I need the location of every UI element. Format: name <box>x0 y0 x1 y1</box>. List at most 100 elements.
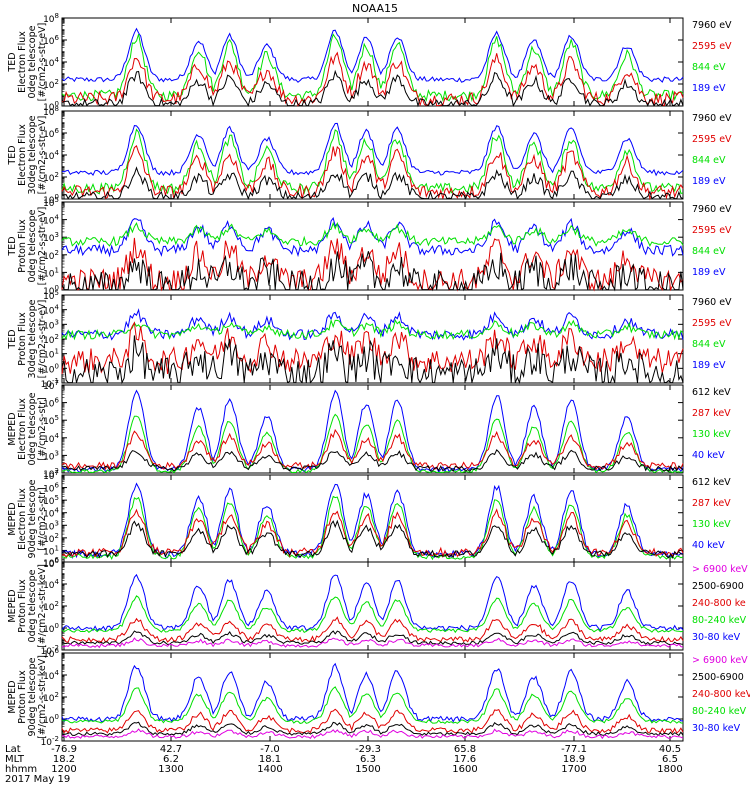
legend-entry: 7960 eV <box>692 113 732 124</box>
y-tick-label: 101 <box>43 544 59 557</box>
y-tick-label: 102 <box>43 333 59 346</box>
y-tick-label: 100 <box>43 100 59 113</box>
series-line-3 <box>61 122 684 177</box>
x-tick-label-mlt: 6.3 <box>360 754 376 765</box>
x-tick-label-lat: 65.8 <box>454 744 476 755</box>
y-tick-label: 100 <box>43 557 59 570</box>
y-tick-label: 103 <box>43 231 59 244</box>
y-tick-label: 104 <box>43 507 59 520</box>
y-tick-label: 101 <box>43 348 59 361</box>
y-tick-label: 102 <box>43 171 59 184</box>
x-tick-label-hhmm: 1400 <box>257 764 282 775</box>
y-axis-label-line: 0deg telescope <box>27 209 38 282</box>
y-axis-label-line: MEPED <box>7 589 18 622</box>
y-tick-label: 102 <box>43 78 59 91</box>
y-axis-label-line: 30deg telescope <box>27 115 38 194</box>
y-tick-label: 105 <box>43 494 59 507</box>
panel-2: TED Electron Flux 30deg telescope [#/cm2-s-… <box>7 105 732 206</box>
series-line-2 <box>61 616 684 643</box>
y-tick-label: 107 <box>43 469 59 482</box>
y-axis-label-line: [#/cm2-s-str-eV] <box>37 116 48 195</box>
series-line-0 <box>61 519 684 559</box>
y-tick-label: 106 <box>43 127 59 140</box>
y-tick-label: 101 <box>43 266 59 279</box>
y-tick-label: 104 <box>43 578 59 591</box>
y-tick-label: 108 <box>43 105 59 118</box>
y-tick-label: 100 <box>43 713 59 726</box>
series-line-2 <box>61 318 684 341</box>
y-tick-label: 103 <box>43 318 59 331</box>
series-line-0 <box>61 637 684 649</box>
y-axis-label-line: MEPED <box>7 412 18 445</box>
y-axis-label-line: [#/cm2-s-str] <box>37 487 48 550</box>
series-line-1 <box>61 51 684 107</box>
y-tick-label: 105 <box>43 289 59 302</box>
legend-entry: > 6900 keV <box>692 564 748 575</box>
series-line-0 <box>61 69 684 108</box>
panel-3: TED Proton Flux 0deg telescope [#/cm2-s-str… <box>7 196 732 297</box>
x-tick-label-mlt: 6.5 <box>662 754 678 765</box>
y-axis-label-line: 0deg telescope <box>27 569 38 642</box>
series-line-3 <box>61 27 684 83</box>
y-axis-label-line: 0deg telescope <box>27 392 38 465</box>
y-axis-label-line: Electron Flux <box>17 124 28 186</box>
x-tick-label-lat: -29.3 <box>355 744 381 755</box>
series-line-0 <box>61 449 684 473</box>
y-axis-label-line: [#/cm2-s-str-keV] <box>37 655 48 739</box>
series-line-0 <box>61 251 684 292</box>
y-axis-label-line: 90deg telescope <box>27 657 38 736</box>
y-tick-label: 102 <box>43 249 59 262</box>
legend-entry: 844 eV <box>692 246 726 257</box>
series-line-3 <box>61 595 684 634</box>
legend-entry: 612 keV <box>692 387 731 398</box>
chart-title: NOAA15 <box>352 2 398 15</box>
series-line-3 <box>61 686 684 725</box>
series-line-1 <box>61 721 684 737</box>
y-axis-label-line: TED <box>7 236 18 256</box>
x-tick-label-hhmm: 1600 <box>452 764 477 775</box>
x-tick-label-mlt: 17.6 <box>454 754 476 765</box>
y-axis-label-line: Proton Flux <box>17 312 28 366</box>
y-tick-label: 100 <box>43 193 59 206</box>
x-tick-label-hhmm: 1800 <box>657 764 682 775</box>
y-tick-label: 106 <box>43 397 59 410</box>
date-label: 2017 May 19 <box>5 774 70 785</box>
panel-frame <box>61 561 684 651</box>
y-axis-label-line: [#/cm2-s-str] <box>37 397 48 460</box>
series-line-2 <box>61 33 684 103</box>
y-axis-label-line: [#/cm2-s-str-eV] <box>37 207 48 286</box>
x-tick-label-lat: 40.5 <box>659 744 681 755</box>
legend-entry: 844 eV <box>692 62 726 73</box>
panel-7: MEPED Proton Flux 0deg telescope [#/cm2-s-s… <box>7 556 748 657</box>
y-tick-label: 107 <box>43 379 59 392</box>
y-axis-label-line: [#/cm2-s-str-eV] <box>37 23 48 102</box>
y-tick-label: 100 <box>43 622 59 635</box>
y-tick-label: 104 <box>43 669 59 682</box>
y-axis-label-line: Electron Flux <box>17 398 28 460</box>
legend-entry: > 6900 keV <box>692 655 748 666</box>
y-tick-label: 100 <box>43 284 59 297</box>
legend-entry: 287 keV <box>692 408 731 419</box>
series-line-2 <box>61 413 684 474</box>
legend-entry: 2595 eV <box>692 318 732 329</box>
legend-entry: 189 eV <box>692 83 726 94</box>
x-tick-label-lat: -77.1 <box>561 744 587 755</box>
y-tick-label: 105 <box>43 414 59 427</box>
x-tick-label-mlt: 18.9 <box>563 754 585 765</box>
legend-entry: 80-240 keV <box>692 615 747 626</box>
y-tick-label: 10-1 <box>41 377 59 390</box>
panels: TED Electron Flux 0deg telescope [#/cm2-s-s… <box>7 12 750 748</box>
legend-entry: 80-240 keV <box>692 706 747 717</box>
legend-entry: 40 keV <box>692 450 725 461</box>
legend-entry: 30-80 keV <box>692 632 741 643</box>
y-tick-label: 108 <box>43 12 59 25</box>
y-axis-label-line: TED <box>7 145 18 165</box>
y-tick-label: 10-2 <box>41 735 59 748</box>
y-tick-label: 104 <box>43 56 59 69</box>
row-label-hhmm: hhmm <box>5 764 37 775</box>
x-tick-label-mlt: 18.1 <box>259 754 281 765</box>
x-tick-label-lat: -76.9 <box>51 744 77 755</box>
panel-8: MEPED Proton Flux 90deg telescope [#/cm2-s-… <box>7 647 750 748</box>
x-tick-label-hhmm: 1700 <box>561 764 586 775</box>
